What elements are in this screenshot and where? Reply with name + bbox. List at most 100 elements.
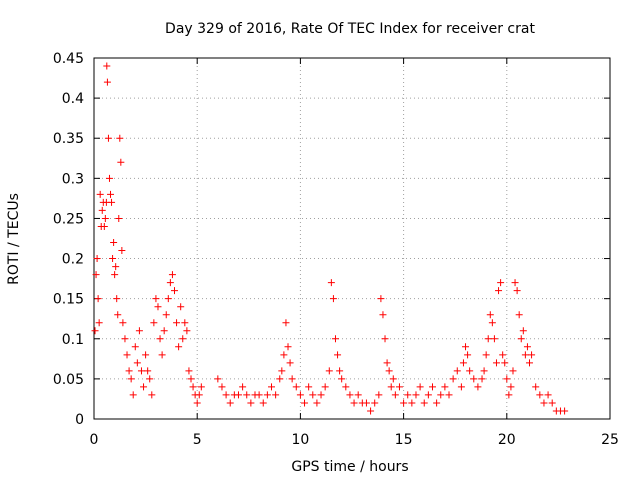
data-point [517, 335, 525, 343]
data-point [288, 375, 296, 383]
data-point [123, 351, 131, 359]
data-point [329, 295, 337, 303]
data-point [309, 391, 317, 399]
data-point [109, 255, 117, 263]
data-point [193, 399, 201, 407]
data-point [140, 383, 148, 391]
data-point [111, 271, 119, 279]
data-point [96, 190, 104, 198]
x-tick-label: 20 [498, 432, 516, 448]
data-point [385, 367, 393, 375]
data-point [118, 247, 126, 255]
data-point [259, 399, 267, 407]
data-point [189, 383, 197, 391]
data-point [486, 311, 494, 319]
data-point [272, 391, 280, 399]
y-tick-label: 0.45 [53, 51, 84, 67]
data-point [170, 287, 178, 295]
data-point [400, 399, 408, 407]
data-point [107, 190, 115, 198]
data-point [505, 391, 513, 399]
data-point [509, 367, 517, 375]
data-point [441, 383, 449, 391]
data-point [459, 359, 467, 367]
data-point [478, 375, 486, 383]
data-point [536, 391, 544, 399]
axis-ticks: 0 5 10 15 20 25 0 0.05 0.1 0.15 0.2 0.25 0.3 0.35 0.4 0… [53, 51, 619, 448]
data-point [544, 391, 552, 399]
data-point [117, 158, 125, 166]
data-point [408, 399, 416, 407]
data-point [523, 343, 531, 351]
data-point [501, 359, 509, 367]
data-point [334, 351, 342, 359]
x-tick-label: 0 [90, 432, 99, 448]
data-point [142, 351, 150, 359]
data-point [152, 295, 160, 303]
data-point [160, 327, 168, 335]
chart-title: Day 329 of 2016, Rate Of TEC Index for r… [165, 21, 535, 37]
y-tick-label: 0 [75, 412, 84, 428]
data-point [280, 351, 288, 359]
data-point [346, 391, 354, 399]
data-point [168, 271, 176, 279]
data-point [466, 367, 474, 375]
data-point [185, 367, 193, 375]
data-point [367, 407, 375, 415]
data-point [113, 295, 121, 303]
data-point [239, 383, 247, 391]
data-point [331, 335, 339, 343]
data-point [98, 206, 106, 214]
data-point [462, 343, 470, 351]
x-axis-label: GPS time / hours [291, 459, 408, 475]
data-point [105, 174, 113, 182]
data-point [338, 375, 346, 383]
data-point [214, 375, 222, 383]
data-point [474, 383, 482, 391]
x-tick-label: 15 [395, 432, 413, 448]
data-point [495, 287, 503, 295]
data-point [181, 319, 189, 327]
data-point [110, 239, 118, 247]
data-point [521, 351, 529, 359]
data-point [108, 198, 116, 206]
x-tick-label: 10 [291, 432, 309, 448]
y-tick-label: 0.4 [62, 91, 84, 107]
x-tick-label: 25 [601, 432, 619, 448]
data-point [104, 134, 112, 142]
data-point [433, 399, 441, 407]
data-point [247, 399, 255, 407]
data-point [144, 367, 152, 375]
y-tick-label: 0.35 [53, 131, 84, 147]
data-point [449, 375, 457, 383]
data-point [540, 399, 548, 407]
data-point [453, 367, 461, 375]
data-point [327, 279, 335, 287]
data-point [148, 391, 156, 399]
data-point [420, 399, 428, 407]
data-point [101, 214, 109, 222]
data-point [125, 367, 133, 375]
data-point [278, 367, 286, 375]
data-point [342, 383, 350, 391]
data-point [92, 271, 100, 279]
data-point [296, 391, 304, 399]
data-point [379, 311, 387, 319]
data-point [526, 359, 534, 367]
data-point [428, 383, 436, 391]
data-point [195, 391, 203, 399]
data-point [135, 327, 143, 335]
data-point [93, 255, 101, 263]
data-point [437, 391, 445, 399]
data-point [129, 391, 137, 399]
data-point [268, 383, 276, 391]
data-point [292, 383, 300, 391]
data-point [511, 279, 519, 287]
data-point [156, 335, 164, 343]
data-point [424, 391, 432, 399]
grid-lines [94, 58, 610, 419]
data-point [187, 375, 195, 383]
y-tick-label: 0.25 [53, 211, 84, 227]
data-point [377, 295, 385, 303]
